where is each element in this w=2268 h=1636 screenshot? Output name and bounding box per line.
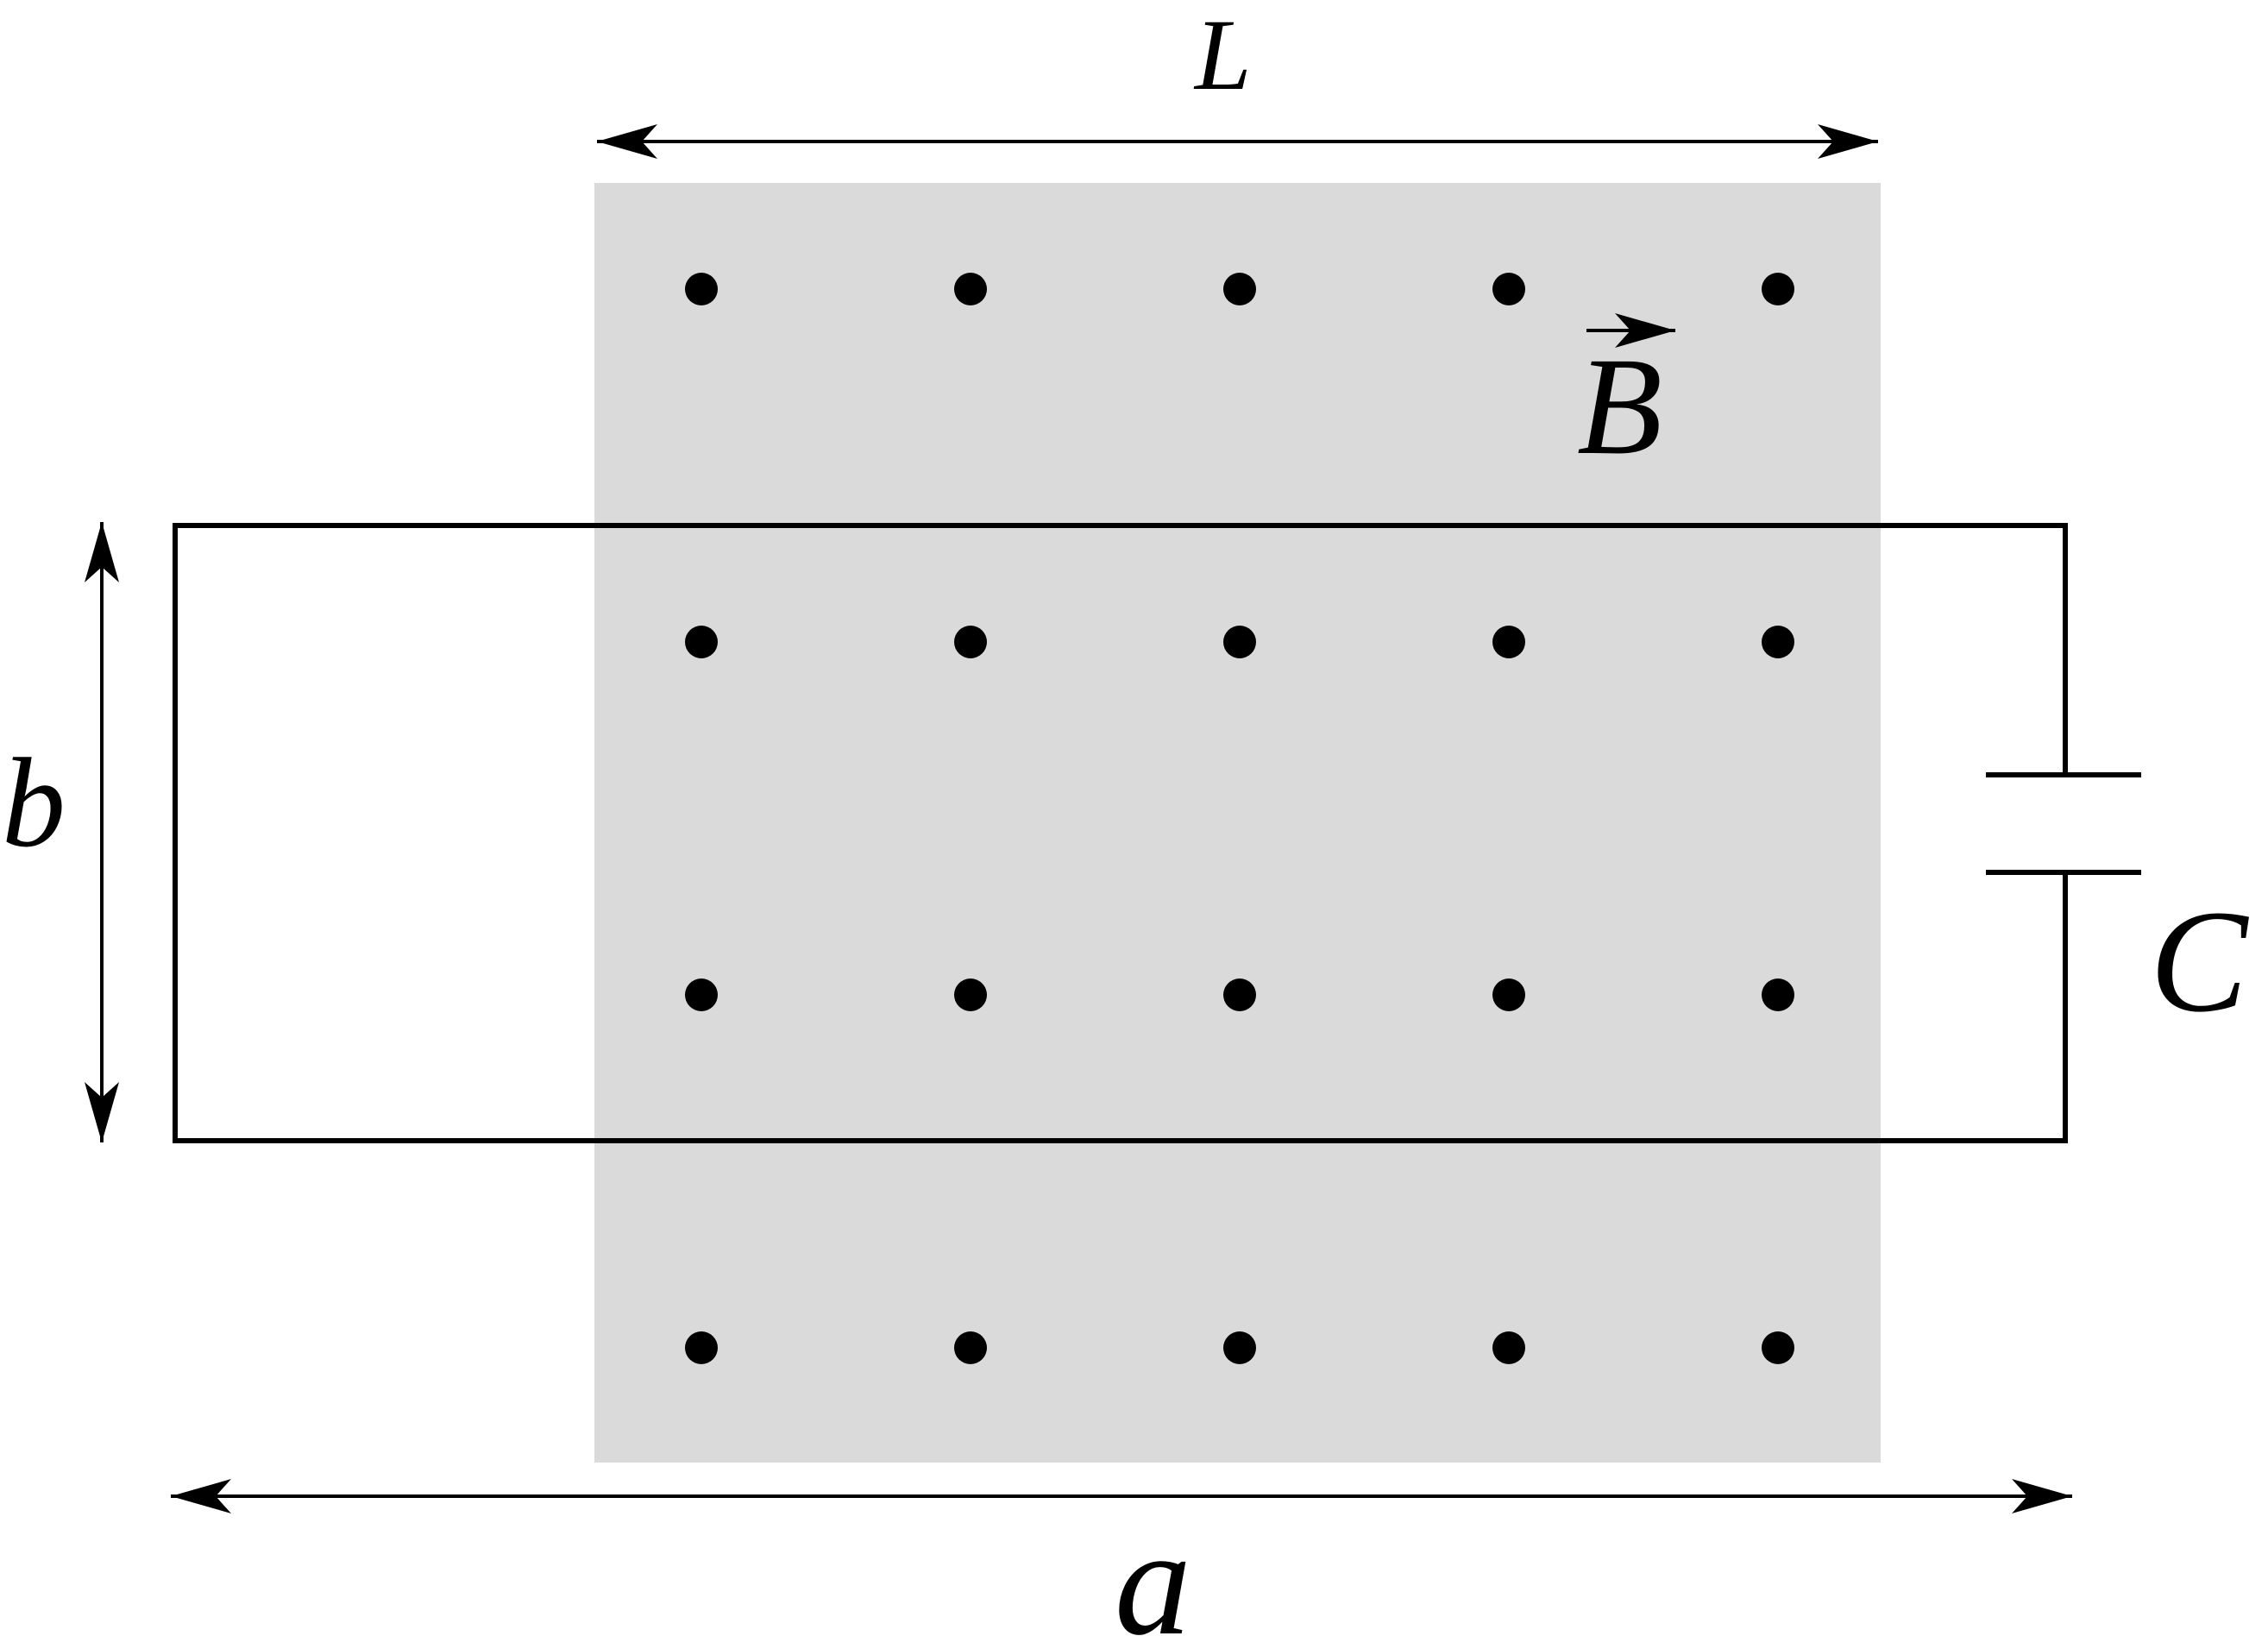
label-b: b: [2, 733, 66, 874]
field-dot-r4-c3: [1223, 1331, 1256, 1364]
field-dot-r3-c1: [685, 978, 718, 1011]
field-dot-r1-c5: [1762, 273, 1794, 305]
field-dot-r2-c2: [954, 626, 987, 658]
label-B: B: [1577, 330, 1662, 484]
circuit-loop: [173, 523, 2068, 1143]
field-dot-r4-c2: [954, 1331, 987, 1364]
label-a: a: [1115, 1496, 1191, 1636]
label-C: C: [2150, 880, 2249, 1042]
field-dot-r4-c1: [685, 1331, 718, 1364]
field-dot-r2-c5: [1762, 626, 1794, 658]
field-dot-r4-c5: [1762, 1331, 1794, 1364]
capacitor: [1986, 772, 2141, 875]
field-dot-r3-c3: [1223, 978, 1256, 1011]
field-dot-r4-c4: [1492, 1331, 1525, 1364]
field-dot-r1-c2: [954, 273, 987, 305]
field-dots-group: [685, 273, 1794, 1364]
field-dot-r1-c3: [1223, 273, 1256, 305]
field-dot-r2-c1: [685, 626, 718, 658]
field-dot-r2-c3: [1223, 626, 1256, 658]
field-dot-r1-c1: [685, 273, 718, 305]
field-dot-r3-c5: [1762, 978, 1794, 1011]
field-dot-r1-c4: [1492, 273, 1525, 305]
field-dot-r3-c2: [954, 978, 987, 1011]
field-dot-r3-c4: [1492, 978, 1525, 1011]
field-dot-r2-c4: [1492, 626, 1525, 658]
label-L: L: [1193, 0, 1252, 111]
magnetic-field-region: [594, 183, 1881, 1463]
